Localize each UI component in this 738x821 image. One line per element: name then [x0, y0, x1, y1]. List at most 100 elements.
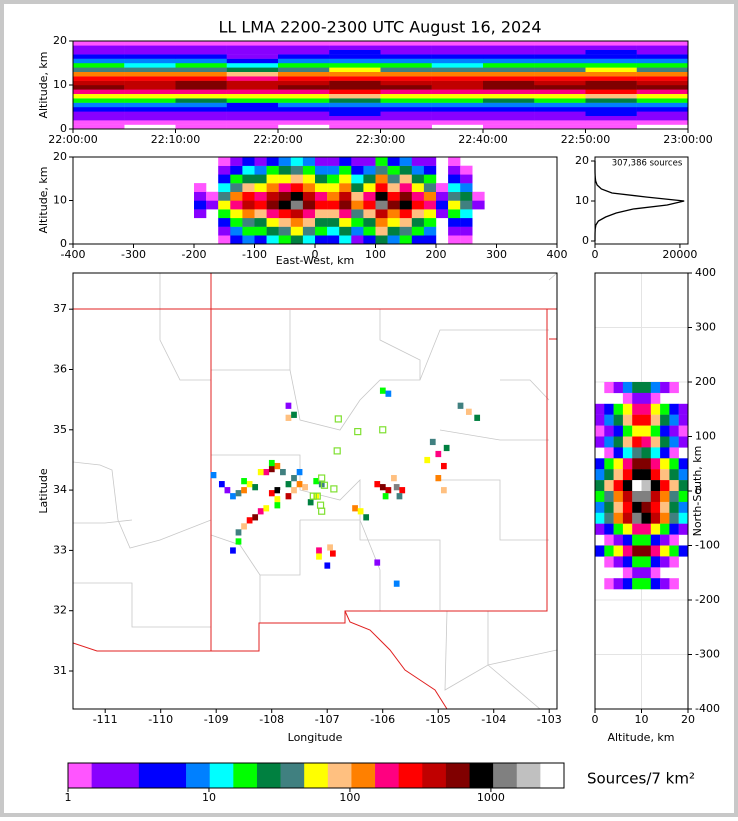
density-cell — [206, 200, 219, 210]
density-cell — [302, 200, 316, 210]
density-cell — [669, 382, 679, 394]
density-cell — [604, 534, 614, 546]
density-cell — [411, 165, 425, 175]
colorbar-label: Sources/7 km² — [587, 770, 695, 788]
density-cell — [669, 512, 679, 524]
density-cell — [585, 102, 637, 108]
density-cell — [411, 209, 425, 219]
density-cell — [380, 45, 432, 50]
density-cell — [585, 115, 637, 121]
annotation: 307,386 sources — [612, 159, 683, 169]
density-cell — [278, 120, 330, 125]
density-cell — [669, 403, 679, 415]
density-cell — [175, 89, 227, 94]
density-cell — [329, 120, 381, 125]
density-cell — [278, 89, 330, 94]
density-cell — [278, 67, 330, 72]
density-cell — [175, 111, 227, 116]
density-cell — [379, 387, 386, 394]
density-cell — [242, 200, 255, 210]
x-tick-label: -103 — [537, 713, 562, 726]
density-cell — [175, 120, 227, 125]
density-cell — [266, 174, 279, 184]
density-cell — [339, 174, 352, 184]
density-cell — [669, 534, 679, 546]
density-cell — [669, 480, 679, 492]
density-cell — [669, 458, 679, 470]
density-cell — [460, 226, 473, 236]
density-cell — [73, 93, 125, 99]
density-cell — [278, 107, 330, 112]
density-cell — [226, 89, 279, 94]
density-cell — [380, 54, 432, 59]
density-cell — [302, 235, 316, 245]
density-cell — [242, 183, 255, 192]
density-cell — [641, 491, 651, 503]
x-tick-label: 20 — [681, 713, 695, 726]
density-cell — [632, 480, 642, 492]
density-cell — [278, 200, 291, 210]
density-cell — [650, 567, 661, 579]
density-cell — [226, 98, 279, 103]
density-cell — [443, 444, 450, 452]
x-tick-label: 100 — [339, 791, 360, 804]
density-cell — [483, 111, 535, 116]
density-cell — [339, 200, 352, 210]
density-cell — [175, 107, 227, 112]
density-cell — [380, 102, 432, 108]
density-cell — [393, 580, 400, 587]
density-cell — [302, 191, 316, 201]
density-cell — [339, 217, 352, 227]
density-cell — [423, 209, 437, 219]
density-cell — [73, 89, 125, 94]
density-cell — [534, 67, 586, 72]
colorbar-swatch — [351, 763, 376, 788]
density-cell — [534, 58, 586, 64]
colorbar-swatch — [516, 763, 541, 788]
density-cell — [641, 425, 651, 437]
density-cell — [448, 217, 461, 227]
density-cell — [431, 41, 484, 46]
density-cell — [280, 468, 286, 476]
density-cell — [431, 98, 484, 103]
density-cell — [224, 487, 231, 494]
density-cell — [380, 58, 432, 64]
density-cell — [483, 41, 535, 46]
density-cell — [380, 107, 432, 112]
density-cell — [363, 209, 376, 219]
density-cell — [329, 102, 381, 108]
density-cell — [263, 505, 270, 512]
density-cell — [73, 115, 125, 121]
density-cell — [266, 191, 279, 201]
density-cell — [660, 491, 670, 503]
density-cell — [278, 165, 291, 175]
density-cell — [399, 487, 406, 494]
density-cell — [375, 174, 388, 184]
density-cell — [431, 58, 484, 64]
density-cell — [226, 93, 279, 99]
density-cell — [274, 487, 281, 494]
density-cell — [632, 545, 642, 557]
density-cell — [483, 107, 535, 112]
station — [309, 492, 317, 500]
density-cell — [678, 436, 689, 448]
density-cell — [387, 174, 400, 184]
y-axis-label: North-South, km — [691, 446, 704, 537]
density-cell — [604, 491, 614, 503]
density-cell — [613, 403, 624, 415]
density-cell — [124, 58, 176, 64]
density-cell — [396, 493, 403, 500]
density-cell — [266, 217, 279, 227]
density-cell — [436, 191, 449, 201]
density-cell — [483, 45, 535, 50]
density-cell — [266, 235, 279, 245]
density-cell — [411, 174, 425, 184]
density-cell — [472, 200, 485, 210]
x-tick-label: 10 — [202, 791, 216, 804]
density-cell — [124, 67, 176, 72]
density-cell — [278, 58, 330, 64]
density-cell — [585, 41, 637, 46]
density-cell — [387, 235, 400, 245]
x-tick-label: 22:30:00 — [356, 133, 405, 146]
